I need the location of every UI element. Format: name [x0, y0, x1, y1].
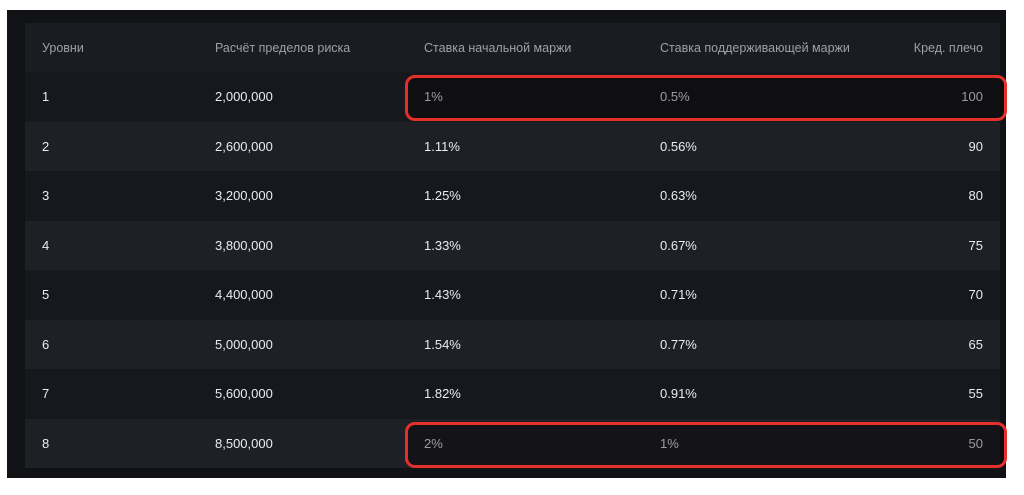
risk-limit-cell: 3,800,000: [215, 237, 273, 253]
maintenance-margin-cell: 0.63%: [660, 188, 697, 204]
level-cell: 3: [42, 188, 50, 204]
level-cell: 2: [42, 138, 50, 154]
level-cell: 7: [42, 386, 50, 402]
leverage-cell: 55: [968, 386, 983, 402]
initial-margin-cell: 2%: [424, 435, 443, 451]
initial-margin-cell: 1%: [424, 89, 443, 105]
table-row: 6 5,000,000 1.54% 0.77% 65: [25, 319, 1000, 369]
level-cell: 4: [42, 237, 50, 253]
header-maintenance-margin: Ставка поддерживающей маржи: [660, 40, 850, 55]
maintenance-margin-cell: 0.71%: [660, 287, 697, 303]
initial-margin-cell: 1.54%: [424, 336, 461, 352]
maintenance-margin-cell: 0.67%: [660, 237, 697, 253]
leverage-cell: 70: [968, 287, 983, 303]
leverage-cell: 80: [968, 188, 983, 204]
initial-margin-cell: 1.33%: [424, 237, 461, 253]
header-levels: Уровни: [42, 40, 84, 55]
maintenance-margin-cell: 0.91%: [660, 386, 697, 402]
table-row: 5 4,400,000 1.43% 0.71% 70: [25, 270, 1000, 320]
level-cell: 6: [42, 336, 50, 352]
header-risk-limit: Расчёт пределов риска: [215, 40, 351, 55]
initial-margin-cell: 1.11%: [424, 138, 460, 154]
table-row: 8 8,500,000 2% 1% 50: [25, 418, 1000, 468]
risk-limit-cell: 4,400,000: [215, 287, 273, 303]
leverage-cell: 100: [961, 89, 983, 105]
highlight-box-level-8: [405, 422, 1007, 468]
table-row: 1 2,000,000 1% 0.5% 100: [25, 72, 1000, 122]
level-cell: 5: [42, 287, 50, 303]
table-row: 4 3,800,000 1.33% 0.67% 75: [25, 220, 1000, 270]
risk-limit-cell: 2,600,000: [215, 138, 273, 154]
initial-margin-cell: 1.82%: [424, 386, 461, 402]
maintenance-margin-cell: 0.56%: [660, 138, 697, 154]
leverage-cell: 75: [968, 237, 983, 253]
risk-limit-table: Уровни Расчёт пределов риска Ставка нача…: [25, 23, 1000, 468]
level-cell: 8: [42, 435, 50, 451]
maintenance-margin-cell: 1%: [660, 435, 679, 451]
leverage-cell: 50: [968, 435, 983, 451]
risk-limit-cell: 8,500,000: [215, 435, 273, 451]
highlight-box-level-1: [405, 75, 1007, 121]
table-row: 7 5,600,000 1.82% 0.91% 55: [25, 369, 1000, 419]
risk-limit-cell: 3,200,000: [215, 188, 273, 204]
initial-margin-cell: 1.25%: [424, 188, 461, 204]
header-initial-margin: Ставка начальной маржи: [424, 40, 572, 55]
table-row: 3 3,200,000 1.25% 0.63% 80: [25, 171, 1000, 221]
leverage-table-panel: Уровни Расчёт пределов риска Ставка нача…: [7, 10, 1006, 478]
table-row: 2 2,600,000 1.11% 0.56% 90: [25, 121, 1000, 171]
maintenance-margin-cell: 0.5%: [660, 89, 690, 105]
initial-margin-cell: 1.43%: [424, 287, 461, 303]
risk-limit-cell: 2,000,000: [215, 89, 273, 105]
leverage-cell: 90: [968, 138, 983, 154]
leverage-cell: 65: [968, 336, 983, 352]
risk-limit-cell: 5,600,000: [215, 386, 273, 402]
header-leverage: Кред. плечо: [913, 40, 983, 55]
maintenance-margin-cell: 0.77%: [660, 336, 697, 352]
table-header: Уровни Расчёт пределов риска Ставка нача…: [25, 23, 1000, 72]
risk-limit-cell: 5,000,000: [215, 336, 273, 352]
level-cell: 1: [42, 89, 50, 105]
